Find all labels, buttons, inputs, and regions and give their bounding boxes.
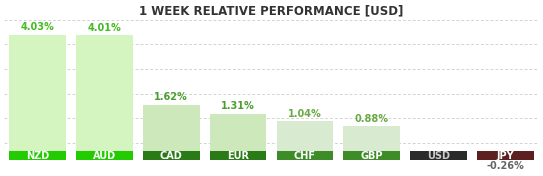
- Text: 1.04%: 1.04%: [288, 109, 322, 119]
- Text: 4.03%: 4.03%: [21, 23, 54, 32]
- Title: 1 WEEK RELATIVE PERFORMANCE [USD]: 1 WEEK RELATIVE PERFORMANCE [USD]: [140, 4, 403, 17]
- Bar: [9, 35, 66, 152]
- Bar: [343, 152, 400, 160]
- Text: CAD: CAD: [160, 150, 182, 161]
- Text: -0.26%: -0.26%: [487, 161, 525, 171]
- Text: EUR: EUR: [227, 150, 249, 161]
- Bar: [76, 152, 133, 160]
- Bar: [76, 35, 133, 152]
- Bar: [9, 152, 66, 160]
- Text: 0.88%: 0.88%: [355, 114, 389, 124]
- Bar: [143, 152, 200, 160]
- Bar: [477, 152, 534, 159]
- Text: JPY: JPY: [497, 150, 514, 161]
- Text: 1.62%: 1.62%: [154, 92, 188, 102]
- Bar: [477, 152, 534, 160]
- Bar: [276, 152, 333, 160]
- Text: USD: USD: [427, 150, 450, 161]
- Text: NZD: NZD: [26, 150, 49, 161]
- Text: AUD: AUD: [93, 150, 116, 161]
- Text: 4.01%: 4.01%: [87, 23, 121, 33]
- Bar: [143, 105, 200, 152]
- Bar: [276, 121, 333, 152]
- Text: 1.31%: 1.31%: [221, 101, 255, 111]
- Bar: [410, 152, 467, 160]
- Text: CHF: CHF: [294, 150, 316, 161]
- Bar: [343, 126, 400, 152]
- Bar: [210, 152, 267, 160]
- Text: GBP: GBP: [361, 150, 383, 161]
- Bar: [210, 114, 267, 152]
